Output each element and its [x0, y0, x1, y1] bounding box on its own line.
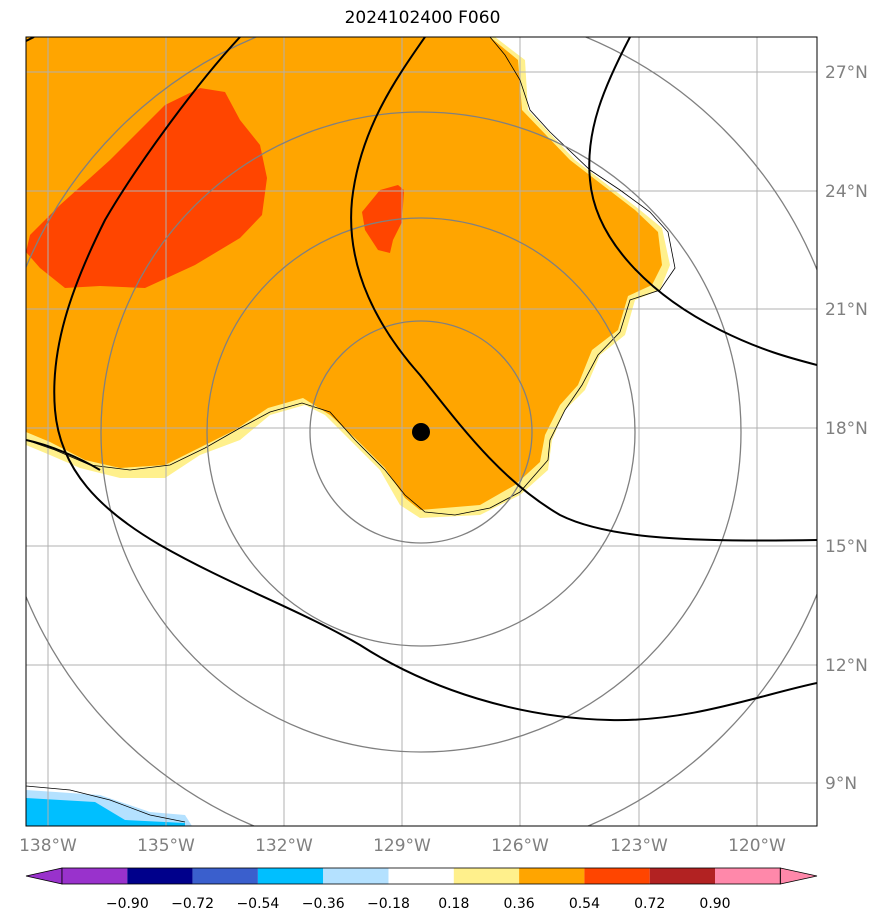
colorbar-bin: [519, 868, 585, 884]
shade-edge-outline-neg: [26, 785, 186, 823]
colorbar-bin: [127, 868, 193, 884]
colorbar-bin: [192, 868, 258, 884]
lat-tick: 21°N: [825, 300, 868, 320]
map-title: 2024102400 F060: [344, 8, 501, 28]
lat-tick: 15°N: [825, 537, 868, 557]
lon-tick-labels: 138°W 135°W 132°W 129°W 126°W 123°W 120°…: [19, 836, 786, 856]
lon-tick: 120°W: [728, 836, 786, 856]
colorbar-label: 0.18: [438, 896, 469, 912]
colorbar-extend-right: [779, 867, 818, 885]
colorbar-label: 0.90: [699, 896, 730, 912]
lon-tick: 129°W: [373, 836, 431, 856]
colorbar-bin: [649, 868, 715, 884]
colorbar-label: 0.54: [569, 896, 600, 912]
lon-tick: 132°W: [255, 836, 313, 856]
contour-3: [350, 37, 817, 542]
colorbar-label: 0.36: [504, 896, 535, 912]
lon-tick: 123°W: [610, 836, 668, 856]
colorbar-label: −0.90: [106, 896, 149, 912]
colorbar-label: −0.72: [171, 896, 214, 912]
colorbar-label: 0.72: [634, 896, 665, 912]
contour-4: [588, 37, 817, 366]
colorbar-extend-left: [25, 867, 63, 885]
lon-tick: 126°W: [491, 836, 549, 856]
colorbar-bin: [323, 868, 389, 884]
colorbar-bin: [62, 868, 128, 884]
lon-tick: 135°W: [137, 836, 195, 856]
shade-edge-outline: [26, 37, 676, 516]
plot-border: [25, 36, 818, 827]
lat-tick: 12°N: [825, 656, 868, 676]
colorbar-bin: [584, 868, 650, 884]
colorbar-bin: [453, 868, 520, 884]
storm-center-dot: [412, 423, 430, 441]
colorbar: −0.90 −0.72 −0.54 −0.36 −0.18 0.18 0.36 …: [25, 867, 818, 912]
lat-tick: 24°N: [825, 182, 868, 202]
contour-2: [53, 37, 817, 722]
colorbar-label: −0.18: [367, 896, 410, 912]
colorbar-bin: [388, 868, 454, 884]
colorbar-outline: [61, 867, 781, 885]
shade-positive-redorange-small: [362, 185, 404, 253]
shade-positive-redorange: [26, 88, 267, 288]
lat-tick: 9°N: [825, 774, 857, 794]
colorbar-label: −0.36: [302, 896, 345, 912]
contour-1: [26, 37, 35, 42]
map-plot-area: [26, 37, 817, 826]
lat-tick-labels: 27°N 24°N 21°N 18°N 15°N 12°N 9°N: [825, 63, 868, 794]
colorbar-bin: [715, 868, 781, 884]
gridlines: [26, 37, 817, 826]
lon-tick: 138°W: [19, 836, 77, 856]
colorbar-label: −0.54: [236, 896, 279, 912]
lat-tick: 27°N: [825, 63, 868, 83]
colorbar-bin: [257, 868, 324, 884]
contours: [26, 37, 817, 722]
contour-5: [26, 439, 101, 471]
range-rings: [26, 37, 817, 826]
shade-negative-mid: [26, 798, 185, 826]
lat-tick: 18°N: [825, 419, 868, 439]
